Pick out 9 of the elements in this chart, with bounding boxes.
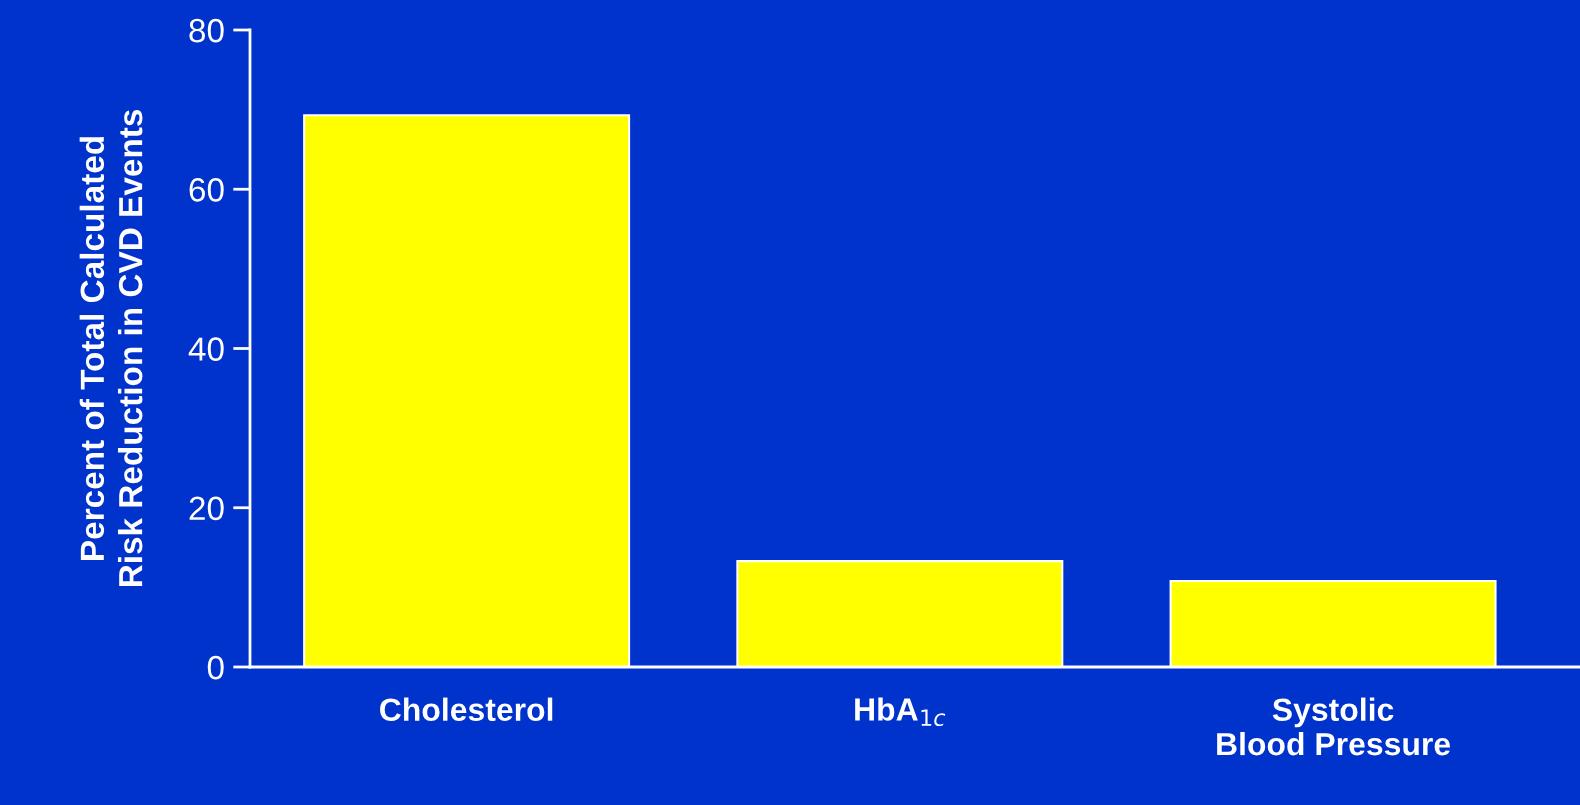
- x-tick-label: Systolic Blood Pressure: [1217, 697, 1451, 756]
- x-tick-label: Cholesterol: [380, 697, 553, 722]
- y-tick-label: 80: [189, 18, 224, 43]
- y-tick-label: 60: [189, 178, 224, 202]
- x-tick-label: HbA$_{1c}$: [855, 697, 946, 727]
- y-tick-label: 20: [189, 496, 224, 521]
- y-axis-title: Percent of Total Calculated Risk Reduction in CVD Events: [79, 109, 143, 587]
- y-tick-label: 40: [188, 337, 224, 361]
- y-tick-label: 0: [207, 655, 224, 680]
